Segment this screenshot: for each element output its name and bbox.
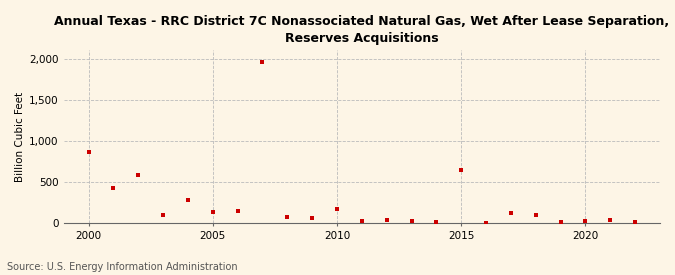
Point bbox=[257, 60, 268, 64]
Point bbox=[207, 209, 218, 214]
Point bbox=[182, 198, 193, 202]
Point bbox=[605, 218, 616, 222]
Point bbox=[282, 214, 293, 219]
Point bbox=[108, 186, 119, 190]
Title: Annual Texas - RRC District 7C Nonassociated Natural Gas, Wet After Lease Separa: Annual Texas - RRC District 7C Nonassoci… bbox=[54, 15, 670, 45]
Point bbox=[381, 218, 392, 222]
Point bbox=[356, 219, 367, 223]
Point bbox=[232, 208, 243, 213]
Point bbox=[580, 219, 591, 224]
Point bbox=[630, 220, 641, 224]
Y-axis label: Billion Cubic Feet: Billion Cubic Feet bbox=[15, 92, 25, 182]
Point bbox=[158, 213, 169, 217]
Point bbox=[456, 167, 466, 172]
Point bbox=[306, 216, 317, 220]
Point bbox=[83, 150, 94, 155]
Point bbox=[133, 173, 144, 178]
Text: Source: U.S. Energy Information Administration: Source: U.S. Energy Information Administ… bbox=[7, 262, 238, 272]
Point bbox=[531, 213, 541, 217]
Point bbox=[506, 211, 516, 215]
Point bbox=[481, 221, 491, 225]
Point bbox=[331, 207, 342, 211]
Point bbox=[406, 218, 417, 223]
Point bbox=[556, 220, 566, 224]
Point bbox=[431, 220, 441, 224]
